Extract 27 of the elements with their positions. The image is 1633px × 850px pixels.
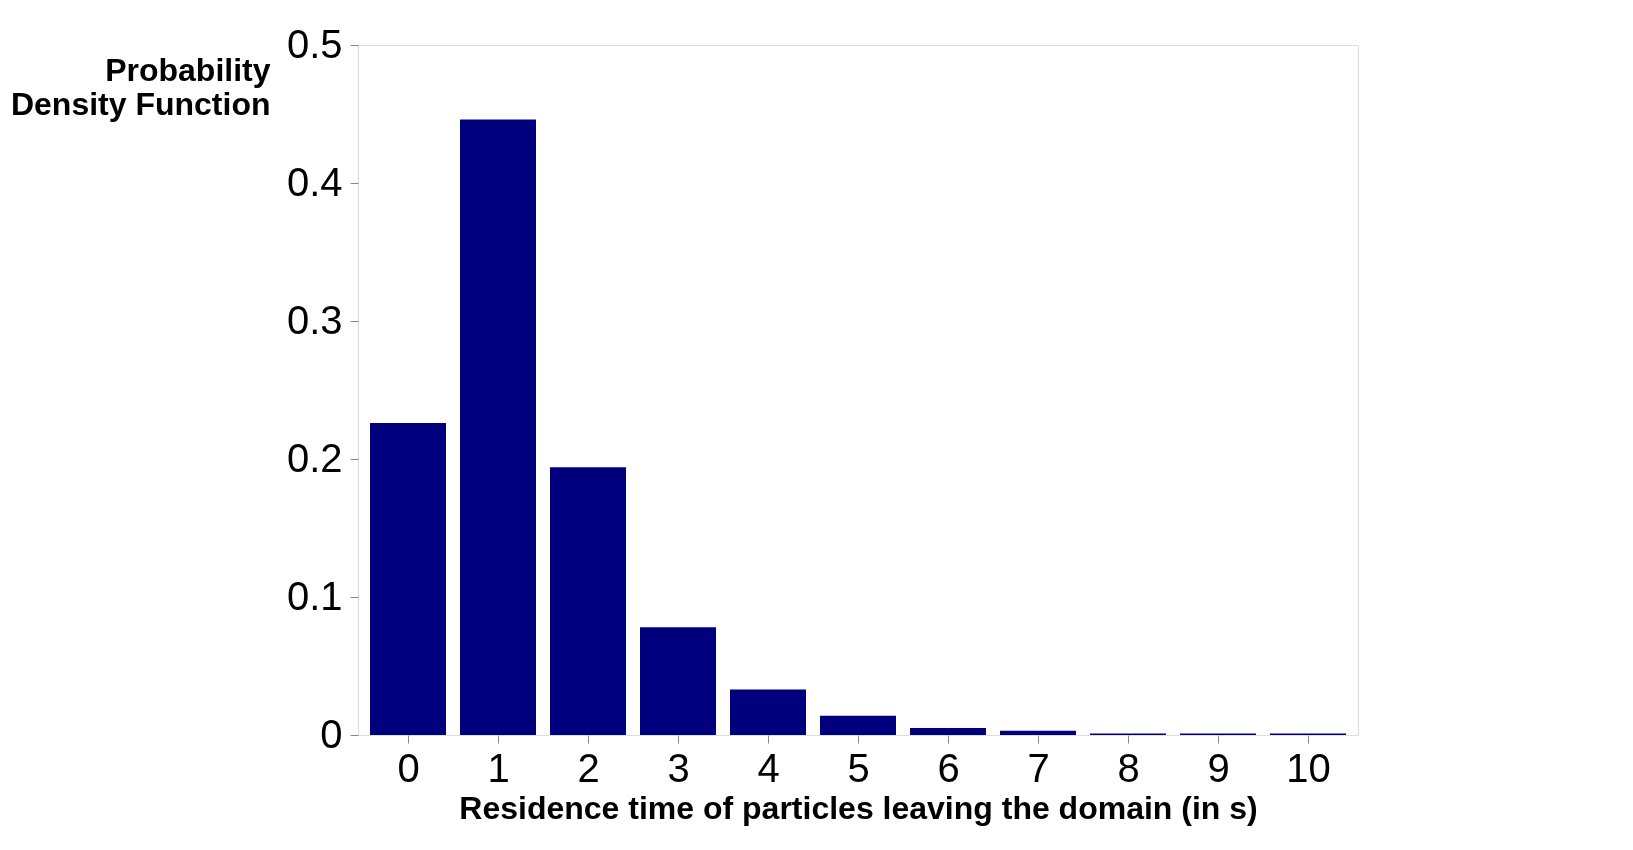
x-tick-label: 7 bbox=[1027, 745, 1050, 790]
bar bbox=[730, 689, 806, 735]
bar bbox=[820, 715, 896, 735]
x-tick-label: 0 bbox=[397, 745, 420, 790]
bar bbox=[370, 423, 446, 735]
x-tick-label: 9 bbox=[1207, 745, 1230, 790]
bar bbox=[1000, 730, 1076, 735]
x-tick-label: 8 bbox=[1117, 745, 1140, 790]
x-axis-title: Residence time of particles leaving the domain (in s) bbox=[459, 789, 1258, 826]
y-tick-label: 0 bbox=[320, 711, 343, 756]
y-axis-title: Probability Density Function bbox=[10, 51, 271, 122]
y-tick-label: 0.2 bbox=[286, 435, 343, 480]
bar bbox=[460, 119, 536, 735]
bar bbox=[640, 627, 716, 735]
x-tick-label: 4 bbox=[757, 745, 780, 790]
y-tick-label: 0.3 bbox=[286, 297, 343, 342]
x-tick-label: 10 bbox=[1286, 745, 1331, 790]
x-tick-label: 1 bbox=[487, 745, 510, 790]
bar bbox=[910, 728, 986, 735]
bar bbox=[550, 467, 626, 735]
x-tick-label: 2 bbox=[577, 745, 600, 790]
y-tick-label: 0.5 bbox=[286, 21, 343, 66]
y-tick-label: 0.4 bbox=[286, 159, 343, 204]
y-tick-label: 0.1 bbox=[286, 573, 343, 618]
x-tick-label: 6 bbox=[937, 745, 960, 790]
x-tick-label: 3 bbox=[667, 745, 690, 790]
x-tick-label: 5 bbox=[847, 745, 870, 790]
